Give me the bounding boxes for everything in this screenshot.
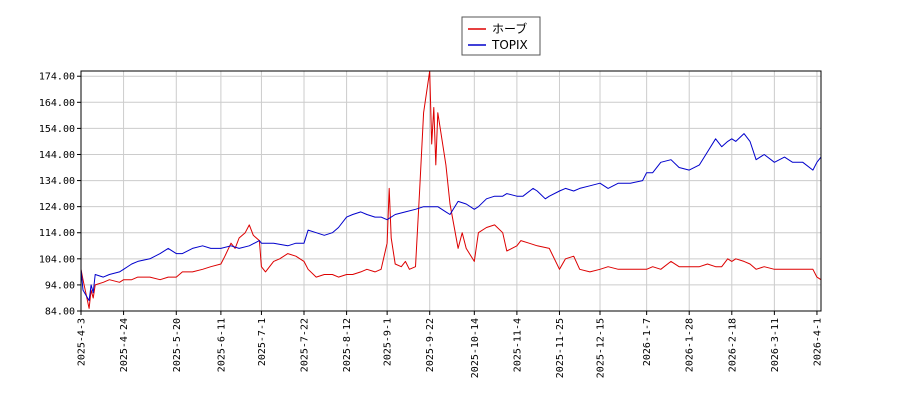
plot-frame xyxy=(80,70,822,312)
x-tick-label: 2025-11-25 xyxy=(555,318,566,378)
x-tick-label: 2025-4-3 xyxy=(77,318,88,366)
x-tick-label: 2025-10-14 xyxy=(470,318,481,378)
grid-lines xyxy=(80,71,821,312)
legend: ホーブ TOPIX xyxy=(461,16,541,56)
y-tick-label: 144.00 xyxy=(39,150,75,161)
legend-label-series-1: ホーブ xyxy=(492,21,527,36)
x-tick-label: 2026-1-28 xyxy=(685,318,696,372)
y-tick-label: 164.00 xyxy=(39,98,75,109)
y-tick-label: 124.00 xyxy=(39,202,75,213)
x-tick-label: 2025-5-20 xyxy=(172,318,183,372)
x-tick-label: 2025-4-24 xyxy=(119,318,130,372)
x-tick-label: 2026-4-1 xyxy=(812,318,823,366)
legend-box xyxy=(461,16,541,56)
x-tick-label: 2026-1-7 xyxy=(642,318,653,366)
x-tick-label: 2026-2-18 xyxy=(727,318,738,372)
y-tick-label: 94.00 xyxy=(45,280,75,291)
x-tick-label: 2026-3-11 xyxy=(770,318,781,372)
y-tick-label: 84.00 xyxy=(45,307,75,318)
legend-label-series-2: TOPIX xyxy=(491,38,528,52)
series-line-2 xyxy=(80,133,822,302)
y-tick-label: 114.00 xyxy=(39,228,75,239)
x-tick-label: 2025-7-1 xyxy=(257,318,268,366)
y-tick-label: 154.00 xyxy=(39,124,75,135)
x-tick-label: 2025-9-22 xyxy=(425,318,436,372)
y-axis: 84.00 94.00 104.00 114.00 124.00 134.00 144.00… xyxy=(39,72,81,318)
x-tick-label: 2025-12-15 xyxy=(596,318,607,378)
x-tick-label: 2025-9-1 xyxy=(383,318,394,366)
series-lines xyxy=(80,70,822,309)
x-axis: 2025-4-3 2025-4-24 2025-5-20 2025-6-11 2025-… xyxy=(77,311,823,378)
y-tick-label: 134.00 xyxy=(39,176,75,187)
x-tick-label: 2025-11-4 xyxy=(512,318,523,372)
x-tick-label: 2025-7-22 xyxy=(300,318,311,372)
y-tick-label: 174.00 xyxy=(39,72,75,83)
x-tick-label: 2025-8-12 xyxy=(342,318,353,372)
series-line-1 xyxy=(80,70,822,309)
y-tick-label: 104.00 xyxy=(39,254,75,265)
x-tick-label: 2025-6-11 xyxy=(216,318,227,372)
